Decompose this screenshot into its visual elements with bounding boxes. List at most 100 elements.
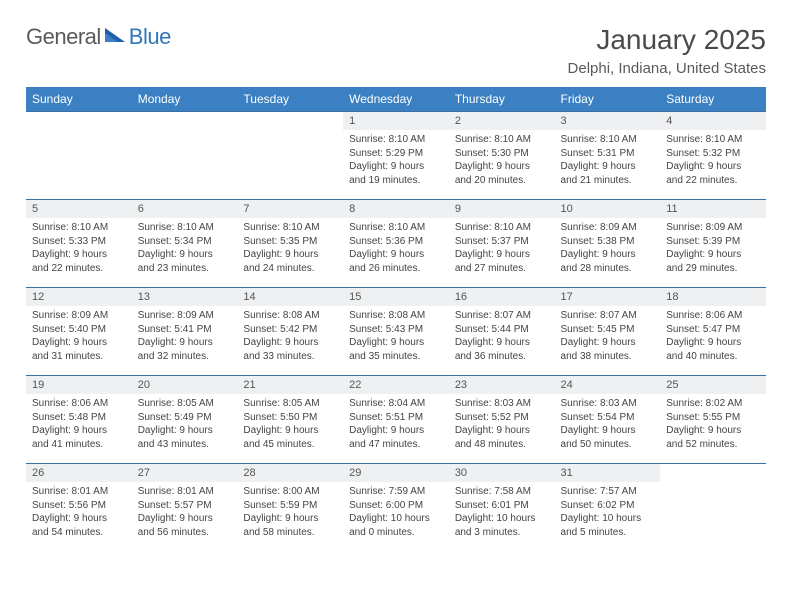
day-details: Sunrise: 8:10 AMSunset: 5:31 PMDaylight:… bbox=[555, 130, 661, 191]
day-number: 25 bbox=[660, 376, 766, 394]
day-details: Sunrise: 8:06 AMSunset: 5:47 PMDaylight:… bbox=[660, 306, 766, 367]
brand-logo: General Blue bbox=[26, 24, 171, 50]
day-number bbox=[26, 112, 132, 130]
calendar-day-cell: 10Sunrise: 8:09 AMSunset: 5:38 PMDayligh… bbox=[555, 200, 661, 288]
weekday-header: Monday bbox=[132, 87, 238, 112]
calendar-day-cell: 18Sunrise: 8:06 AMSunset: 5:47 PMDayligh… bbox=[660, 288, 766, 376]
day-number: 5 bbox=[26, 200, 132, 218]
flag-icon bbox=[105, 26, 127, 49]
day-number: 21 bbox=[237, 376, 343, 394]
day-details: Sunrise: 8:10 AMSunset: 5:30 PMDaylight:… bbox=[449, 130, 555, 191]
day-number: 13 bbox=[132, 288, 238, 306]
calendar-day-cell: 28Sunrise: 8:00 AMSunset: 5:59 PMDayligh… bbox=[237, 464, 343, 552]
calendar-day-cell: 24Sunrise: 8:03 AMSunset: 5:54 PMDayligh… bbox=[555, 376, 661, 464]
day-number: 11 bbox=[660, 200, 766, 218]
calendar-day-cell: 21Sunrise: 8:05 AMSunset: 5:50 PMDayligh… bbox=[237, 376, 343, 464]
calendar-day-cell: 29Sunrise: 7:59 AMSunset: 6:00 PMDayligh… bbox=[343, 464, 449, 552]
calendar-day-cell: 30Sunrise: 7:58 AMSunset: 6:01 PMDayligh… bbox=[449, 464, 555, 552]
day-details: Sunrise: 8:01 AMSunset: 5:56 PMDaylight:… bbox=[26, 482, 132, 543]
day-details: Sunrise: 8:09 AMSunset: 5:41 PMDaylight:… bbox=[132, 306, 238, 367]
title-block: January 2025 Delphi, Indiana, United Sta… bbox=[568, 24, 766, 77]
calendar-day-cell: 22Sunrise: 8:04 AMSunset: 5:51 PMDayligh… bbox=[343, 376, 449, 464]
brand-word-1: General bbox=[26, 24, 101, 50]
day-details: Sunrise: 8:10 AMSunset: 5:37 PMDaylight:… bbox=[449, 218, 555, 279]
calendar-day-cell: 15Sunrise: 8:08 AMSunset: 5:43 PMDayligh… bbox=[343, 288, 449, 376]
weekday-header: Tuesday bbox=[237, 87, 343, 112]
calendar-day-cell: 25Sunrise: 8:02 AMSunset: 5:55 PMDayligh… bbox=[660, 376, 766, 464]
day-details: Sunrise: 8:10 AMSunset: 5:35 PMDaylight:… bbox=[237, 218, 343, 279]
day-number: 16 bbox=[449, 288, 555, 306]
calendar-day-cell bbox=[660, 464, 766, 552]
calendar-day-cell: 8Sunrise: 8:10 AMSunset: 5:36 PMDaylight… bbox=[343, 200, 449, 288]
day-number: 2 bbox=[449, 112, 555, 130]
location-text: Delphi, Indiana, United States bbox=[568, 60, 766, 77]
day-details: Sunrise: 8:07 AMSunset: 5:45 PMDaylight:… bbox=[555, 306, 661, 367]
calendar-week-row: 26Sunrise: 8:01 AMSunset: 5:56 PMDayligh… bbox=[26, 464, 766, 552]
day-number: 29 bbox=[343, 464, 449, 482]
calendar-day-cell: 23Sunrise: 8:03 AMSunset: 5:52 PMDayligh… bbox=[449, 376, 555, 464]
day-number: 8 bbox=[343, 200, 449, 218]
day-number: 28 bbox=[237, 464, 343, 482]
day-details: Sunrise: 8:09 AMSunset: 5:40 PMDaylight:… bbox=[26, 306, 132, 367]
day-number: 12 bbox=[26, 288, 132, 306]
day-number: 20 bbox=[132, 376, 238, 394]
calendar-table: SundayMondayTuesdayWednesdayThursdayFrid… bbox=[26, 87, 766, 552]
day-details: Sunrise: 8:10 AMSunset: 5:29 PMDaylight:… bbox=[343, 130, 449, 191]
calendar-day-cell: 2Sunrise: 8:10 AMSunset: 5:30 PMDaylight… bbox=[449, 112, 555, 200]
day-number: 18 bbox=[660, 288, 766, 306]
calendar-day-cell bbox=[132, 112, 238, 200]
calendar-day-cell: 3Sunrise: 8:10 AMSunset: 5:31 PMDaylight… bbox=[555, 112, 661, 200]
day-number: 19 bbox=[26, 376, 132, 394]
day-number: 30 bbox=[449, 464, 555, 482]
day-details: Sunrise: 8:05 AMSunset: 5:50 PMDaylight:… bbox=[237, 394, 343, 455]
calendar-day-cell bbox=[26, 112, 132, 200]
calendar-day-cell bbox=[237, 112, 343, 200]
day-details: Sunrise: 8:06 AMSunset: 5:48 PMDaylight:… bbox=[26, 394, 132, 455]
day-details: Sunrise: 8:05 AMSunset: 5:49 PMDaylight:… bbox=[132, 394, 238, 455]
day-details: Sunrise: 8:00 AMSunset: 5:59 PMDaylight:… bbox=[237, 482, 343, 543]
calendar-day-cell: 13Sunrise: 8:09 AMSunset: 5:41 PMDayligh… bbox=[132, 288, 238, 376]
calendar-day-cell: 19Sunrise: 8:06 AMSunset: 5:48 PMDayligh… bbox=[26, 376, 132, 464]
calendar-day-cell: 27Sunrise: 8:01 AMSunset: 5:57 PMDayligh… bbox=[132, 464, 238, 552]
calendar-week-row: 5Sunrise: 8:10 AMSunset: 5:33 PMDaylight… bbox=[26, 200, 766, 288]
day-number: 22 bbox=[343, 376, 449, 394]
day-number: 17 bbox=[555, 288, 661, 306]
day-details: Sunrise: 8:03 AMSunset: 5:52 PMDaylight:… bbox=[449, 394, 555, 455]
day-details: Sunrise: 8:10 AMSunset: 5:33 PMDaylight:… bbox=[26, 218, 132, 279]
weekday-header: Friday bbox=[555, 87, 661, 112]
day-details: Sunrise: 8:02 AMSunset: 5:55 PMDaylight:… bbox=[660, 394, 766, 455]
day-number: 7 bbox=[237, 200, 343, 218]
header: General Blue January 2025 Delphi, Indian… bbox=[26, 24, 766, 77]
calendar-day-cell: 31Sunrise: 7:57 AMSunset: 6:02 PMDayligh… bbox=[555, 464, 661, 552]
calendar-day-cell: 14Sunrise: 8:08 AMSunset: 5:42 PMDayligh… bbox=[237, 288, 343, 376]
calendar-week-row: 1Sunrise: 8:10 AMSunset: 5:29 PMDaylight… bbox=[26, 112, 766, 200]
calendar-day-cell: 26Sunrise: 8:01 AMSunset: 5:56 PMDayligh… bbox=[26, 464, 132, 552]
calendar-week-row: 19Sunrise: 8:06 AMSunset: 5:48 PMDayligh… bbox=[26, 376, 766, 464]
day-details: Sunrise: 8:03 AMSunset: 5:54 PMDaylight:… bbox=[555, 394, 661, 455]
day-details: Sunrise: 8:07 AMSunset: 5:44 PMDaylight:… bbox=[449, 306, 555, 367]
day-number bbox=[132, 112, 238, 130]
calendar-day-cell: 4Sunrise: 8:10 AMSunset: 5:32 PMDaylight… bbox=[660, 112, 766, 200]
calendar-day-cell: 1Sunrise: 8:10 AMSunset: 5:29 PMDaylight… bbox=[343, 112, 449, 200]
day-number: 31 bbox=[555, 464, 661, 482]
day-details: Sunrise: 8:09 AMSunset: 5:38 PMDaylight:… bbox=[555, 218, 661, 279]
calendar-day-cell: 17Sunrise: 8:07 AMSunset: 5:45 PMDayligh… bbox=[555, 288, 661, 376]
day-details: Sunrise: 8:10 AMSunset: 5:32 PMDaylight:… bbox=[660, 130, 766, 191]
weekday-header: Wednesday bbox=[343, 87, 449, 112]
day-number bbox=[660, 464, 766, 482]
weekday-header: Sunday bbox=[26, 87, 132, 112]
page-title: January 2025 bbox=[568, 24, 766, 56]
calendar-day-cell: 12Sunrise: 8:09 AMSunset: 5:40 PMDayligh… bbox=[26, 288, 132, 376]
day-details: Sunrise: 8:08 AMSunset: 5:43 PMDaylight:… bbox=[343, 306, 449, 367]
day-details: Sunrise: 7:58 AMSunset: 6:01 PMDaylight:… bbox=[449, 482, 555, 543]
day-details: Sunrise: 8:10 AMSunset: 5:34 PMDaylight:… bbox=[132, 218, 238, 279]
day-details: Sunrise: 7:57 AMSunset: 6:02 PMDaylight:… bbox=[555, 482, 661, 543]
day-number: 6 bbox=[132, 200, 238, 218]
day-details: Sunrise: 7:59 AMSunset: 6:00 PMDaylight:… bbox=[343, 482, 449, 543]
day-details: Sunrise: 8:10 AMSunset: 5:36 PMDaylight:… bbox=[343, 218, 449, 279]
weekday-header: Saturday bbox=[660, 87, 766, 112]
weekday-header: Thursday bbox=[449, 87, 555, 112]
calendar-day-cell: 9Sunrise: 8:10 AMSunset: 5:37 PMDaylight… bbox=[449, 200, 555, 288]
day-number: 4 bbox=[660, 112, 766, 130]
brand-word-2: Blue bbox=[129, 24, 171, 50]
